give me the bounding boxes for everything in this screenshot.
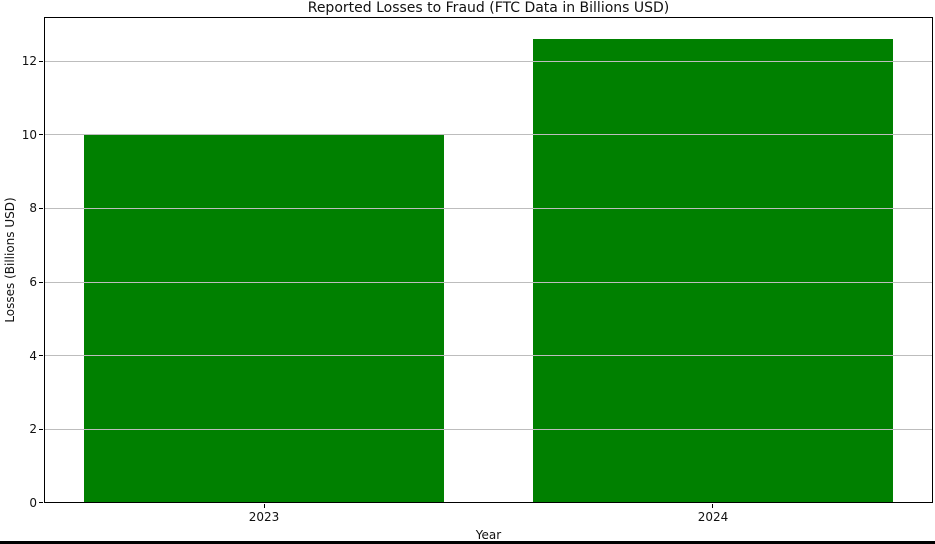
bottom-edge-bar — [0, 541, 935, 544]
gridline-4 — [44, 355, 933, 357]
y-tick-mark-0 — [39, 502, 43, 503]
gridline-6 — [44, 281, 933, 283]
y-tick-label-10: 10 — [21, 127, 37, 142]
chart-title: Reported Losses to Fraud (FTC Data in Bi… — [307, 0, 670, 16]
y-tick-mark-12 — [39, 60, 43, 62]
y-tick-mark-10 — [39, 134, 43, 136]
x-tick-label-2024: 2024 — [697, 510, 729, 524]
x-axis-label: Year — [475, 528, 502, 542]
y-tick-mark-8 — [39, 207, 43, 209]
bar-2024 — [533, 39, 893, 503]
gridline-10 — [44, 134, 933, 136]
x-tick-mark-2024 — [712, 504, 714, 508]
gridline-8 — [44, 207, 933, 209]
plot-area — [39, 17, 933, 508]
y-tick-mark-6 — [39, 281, 43, 283]
gridline-2 — [44, 428, 933, 430]
bar-2023 — [84, 134, 444, 503]
y-tick-label-8: 8 — [29, 201, 37, 216]
gridline-12 — [44, 60, 933, 62]
y-tick-mark-4 — [39, 355, 43, 357]
y-tick-label-0: 0 — [29, 496, 37, 510]
x-tick-label-2023: 2023 — [248, 510, 280, 524]
x-tick-mark-2023 — [263, 504, 265, 508]
y-tick-mark-2 — [39, 428, 43, 430]
y-tick-label-6: 6 — [29, 275, 37, 290]
y-tick-label-12: 12 — [21, 54, 37, 69]
y-tick-label-4: 4 — [29, 348, 37, 363]
y-axis-label: Losses (Billions USD) — [3, 197, 17, 323]
y-tick-label-2: 2 — [29, 422, 37, 437]
